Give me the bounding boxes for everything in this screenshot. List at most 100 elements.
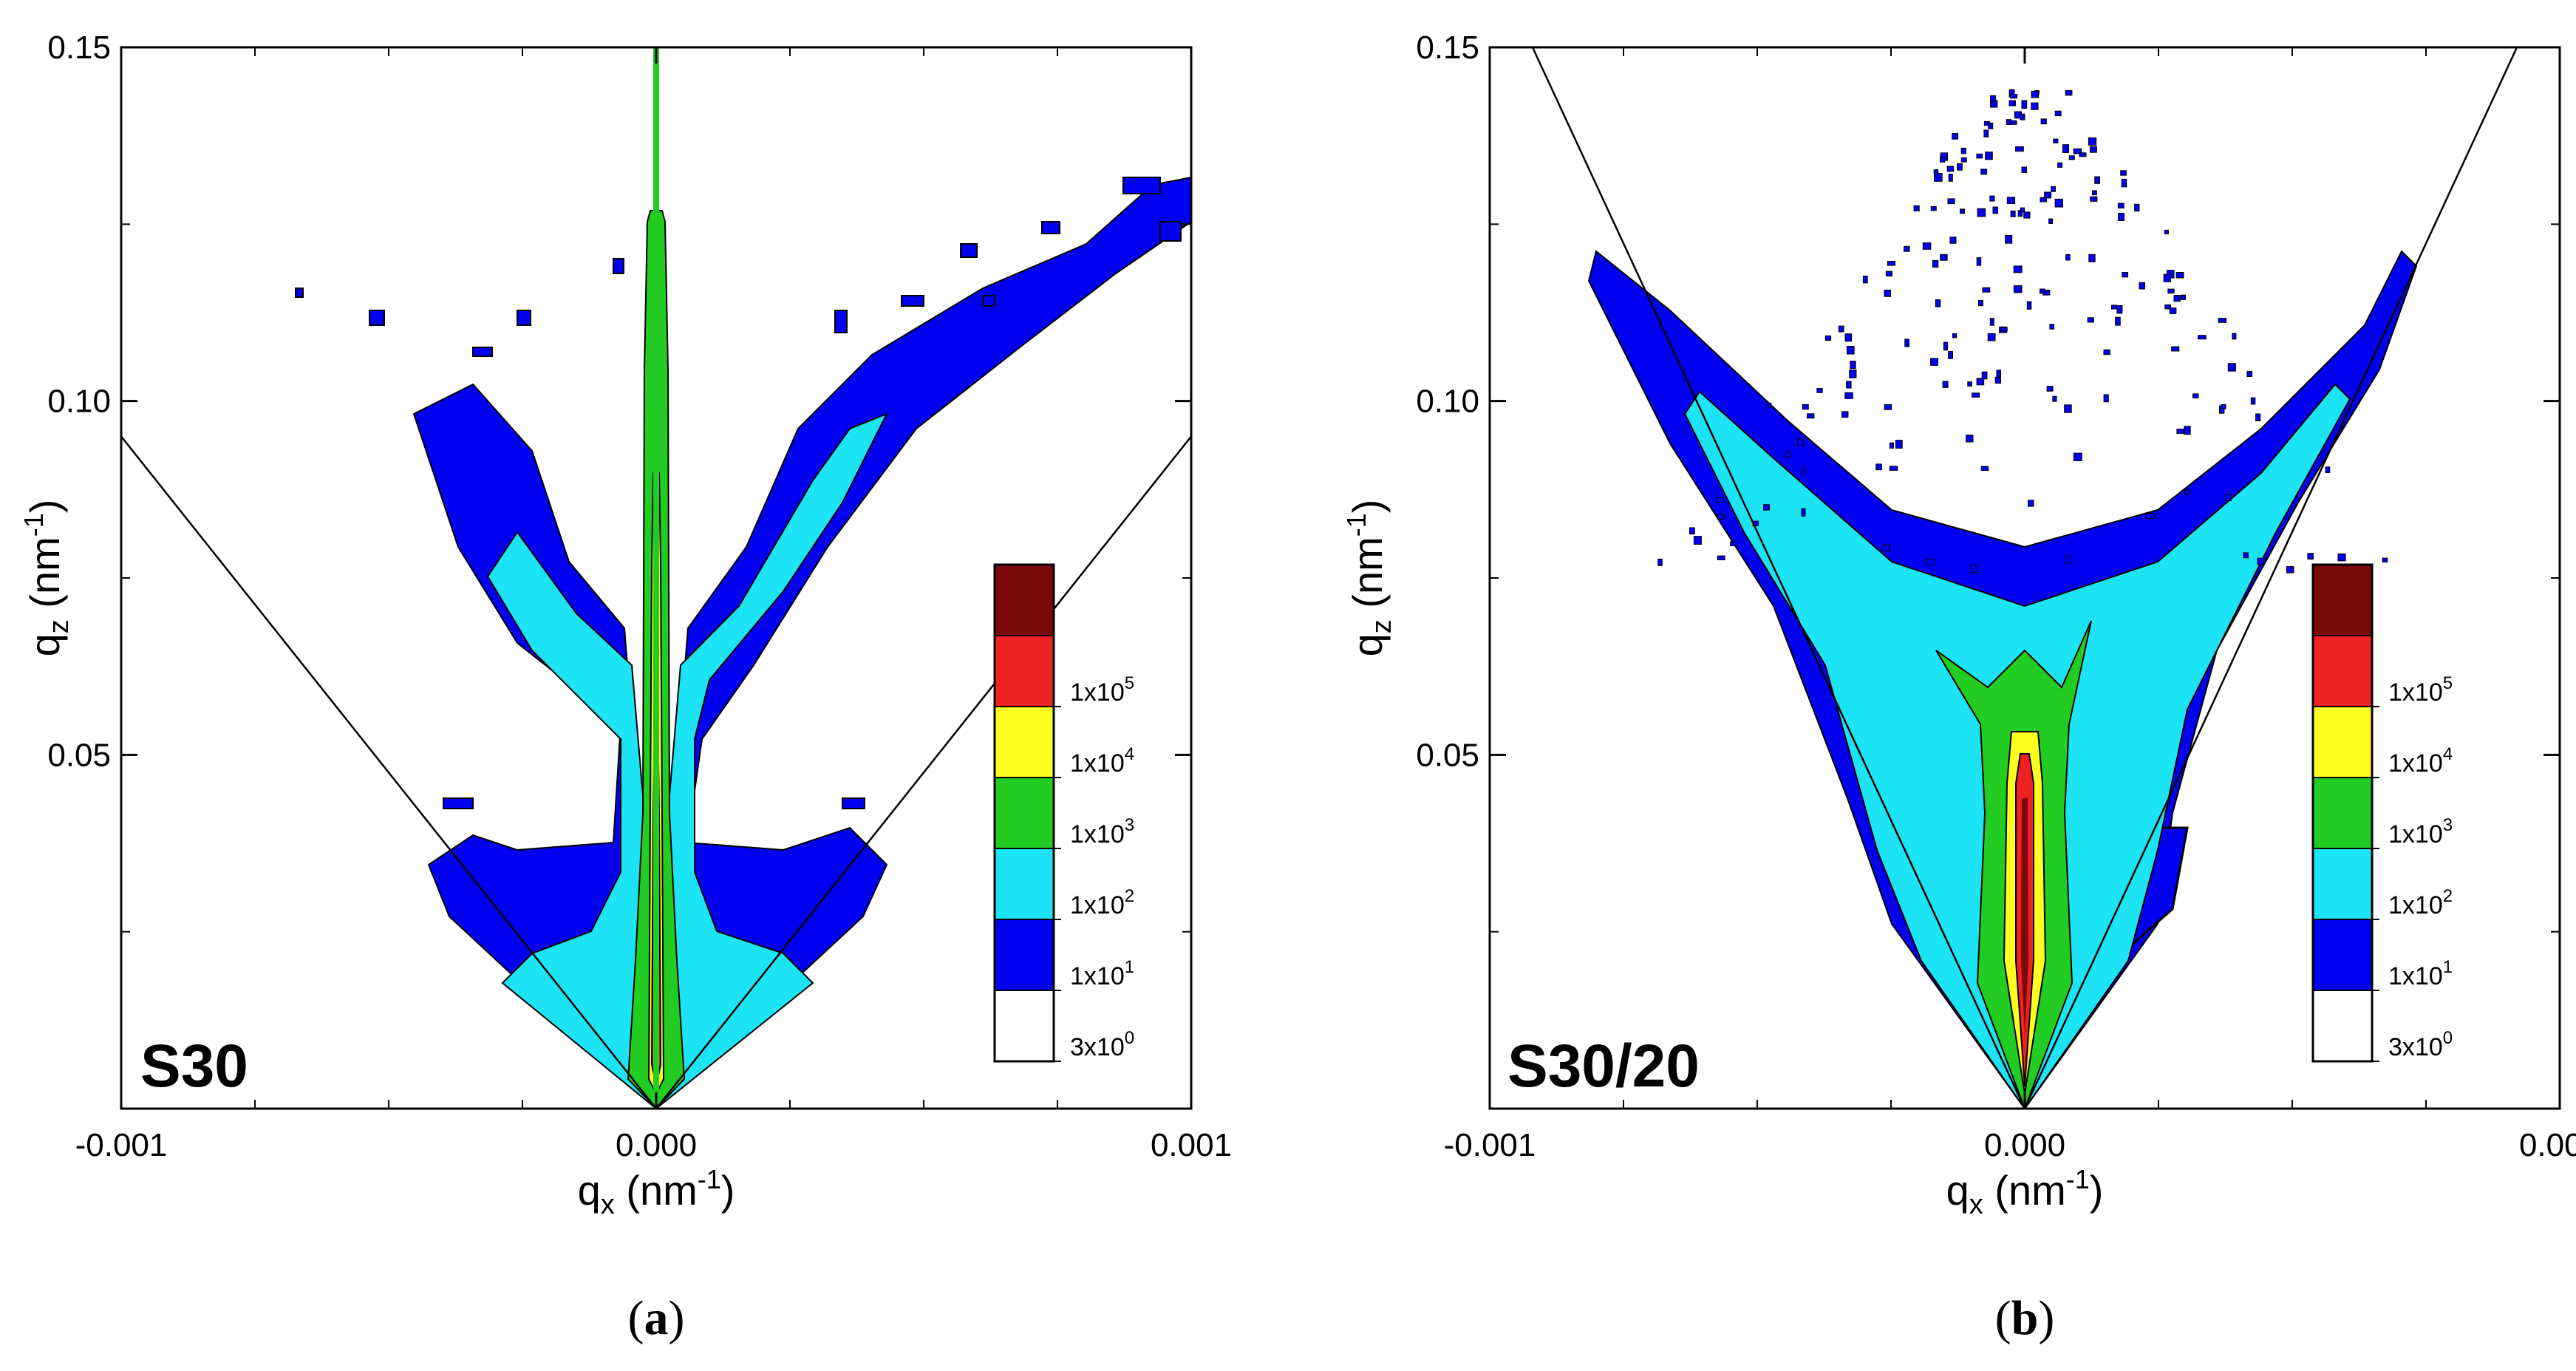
speckle: [2054, 110, 2062, 117]
speckle: [1966, 435, 1974, 443]
speckle: [1947, 198, 1955, 205]
speckle: [1847, 346, 1855, 355]
speckle: [2021, 166, 2028, 173]
speckle: [2023, 211, 2031, 219]
speckle: [2020, 113, 2025, 120]
speckle: [2087, 317, 2094, 323]
colorbar-label: 1x103: [1070, 815, 1134, 848]
speckle: [1948, 174, 1953, 182]
x-axis-ticks: -0.001 0.000 0.001: [75, 47, 1232, 1163]
speckle: [1887, 261, 1896, 266]
speckle: [1904, 339, 1909, 347]
colorbar-label: 1x104: [2388, 744, 2453, 778]
speckle: [2049, 324, 2055, 330]
y-axis-label: qz (nm-1): [1341, 500, 1397, 657]
speckle: [1657, 558, 1663, 566]
speckle: [1885, 271, 1893, 277]
x-axis-label: qx (nm-1): [1946, 1164, 2104, 1220]
speckle: [1989, 318, 1994, 326]
colorbar-swatch: [2312, 777, 2373, 849]
speckle: [1797, 438, 1804, 446]
speckle: [2118, 213, 2124, 221]
speckle: [1884, 289, 1891, 297]
speckle: [1882, 544, 1890, 552]
speckle: [1838, 325, 1844, 333]
colorbar-swatch: [994, 919, 1054, 991]
speckle: [2013, 265, 2023, 273]
speckle: [1934, 173, 1943, 182]
speckle: [1862, 276, 1868, 284]
speckle: [2048, 218, 2054, 224]
speckle: [1801, 468, 1807, 473]
speckle: [1977, 208, 1986, 217]
panel-a: -0.001 0.000 0.001 0.050.100.15 qx (nm-1) …: [18, 30, 1232, 1345]
speckle: [2246, 370, 2253, 378]
contour-region-darkred: [2021, 798, 2028, 1035]
speckle: [2227, 363, 2236, 372]
speckle: [1985, 152, 1993, 160]
contour-map: [121, 47, 1191, 1109]
speckle: [2044, 191, 2052, 199]
speckle: [2117, 203, 2124, 209]
specular-rod: [653, 47, 659, 1109]
speckle: [1841, 411, 1849, 418]
speckle: [1949, 237, 1957, 244]
speckle: [2184, 426, 2191, 435]
speckle: [1972, 392, 1980, 398]
speckle: [2073, 452, 2082, 461]
y-tick-label: 0.05: [47, 737, 111, 773]
speckle: [2073, 148, 2082, 154]
speckle: [2088, 254, 2096, 262]
speckle: [1967, 381, 1972, 387]
speckle: [2122, 272, 2129, 278]
speckle: [1763, 504, 1770, 511]
speckle: [1730, 541, 1737, 546]
speckle: [1940, 254, 1948, 261]
speckle: [1926, 558, 1935, 566]
colorbar-swatch: [994, 848, 1054, 920]
speckle: [2103, 394, 2109, 403]
speckle: [1930, 206, 1937, 211]
x-axis-ticks: -0.001 0.000 0.001: [1444, 47, 2576, 1163]
y-tick-label: 0.15: [1416, 30, 1479, 66]
speckle: [2286, 566, 2294, 574]
speckle: [2057, 162, 2063, 168]
colorbar: 3x100 1x101 1x102 1x103 1x104 1x105: [2311, 563, 2453, 1063]
speckle: [1889, 442, 1894, 449]
speckle: [2198, 335, 2207, 340]
contour-speckles: [1657, 89, 2388, 574]
horizon-line-0: [121, 435, 657, 1109]
colorbar-label: 1x104: [1070, 744, 1134, 778]
speckle: [1884, 404, 1892, 410]
speckle: [1844, 333, 1853, 342]
x-tick-label: 0.001: [1151, 1127, 1232, 1163]
speckle: [1980, 169, 1988, 175]
speckle: [1932, 259, 1939, 268]
speckle: [1875, 463, 1882, 471]
y-tick-label: 0.05: [1416, 737, 1479, 773]
x-tick-label: -0.001: [1444, 1127, 1536, 1163]
speckle: [2163, 273, 2171, 282]
speckle: [2065, 555, 2071, 564]
colorbar-label: 3x100: [1070, 1028, 1134, 1061]
speckle: [1994, 376, 2001, 384]
speckle: [2020, 207, 2025, 213]
x-tick-label: -0.001: [75, 1127, 168, 1163]
speckle: [1807, 413, 1815, 419]
speckle: [1990, 95, 1997, 103]
colorbar-swatch: [2312, 848, 2373, 920]
speckle: [2164, 229, 2169, 235]
x-tick-label: 0.000: [616, 1127, 697, 1163]
speckle: [1960, 157, 1967, 163]
speckle: [1844, 392, 1853, 399]
y-axis-label: qz (nm-1): [18, 500, 75, 657]
speckle: [2088, 137, 2097, 146]
speckle: [1981, 371, 1988, 380]
speckle: [2121, 178, 2127, 188]
colorbar-label: 1x102: [2388, 886, 2453, 919]
speckle: [1988, 122, 1994, 129]
speckle: [2169, 307, 2177, 314]
speckle: [1989, 195, 1995, 202]
colorbar-label: 1x101: [2388, 957, 2453, 990]
colorbar-swatch: [2312, 919, 2373, 991]
